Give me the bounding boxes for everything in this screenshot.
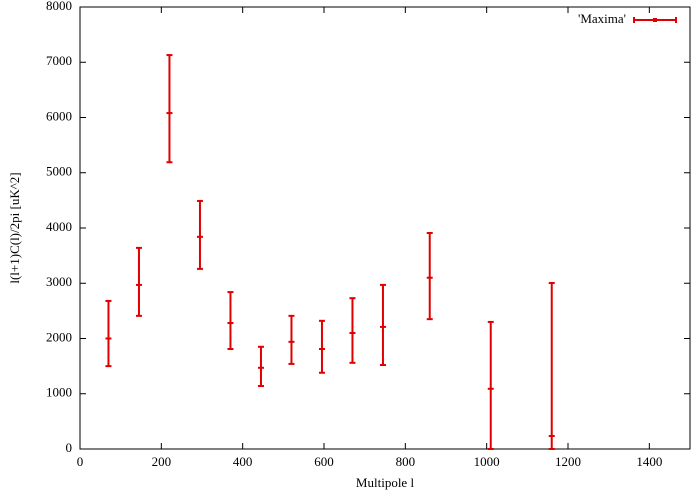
y-tick-label: 4000 — [46, 219, 72, 234]
y-tick-label: 8000 — [46, 0, 72, 13]
y-tick-label: 1000 — [46, 385, 72, 400]
plot-frame — [79, 6, 691, 450]
x-tick-label: 1400 — [636, 454, 662, 469]
x-tick-label: 400 — [233, 454, 253, 469]
x-tick-label: 600 — [314, 454, 334, 469]
x-tick-label: 800 — [396, 454, 416, 469]
legend-label: 'Maxima' — [578, 11, 626, 26]
y-tick-label: 0 — [66, 440, 73, 455]
y-tick-label: 5000 — [46, 164, 72, 179]
x-tick-label: 1000 — [474, 454, 500, 469]
x-tick-label: 200 — [152, 454, 172, 469]
y-axis-label: l(l+1)C(l)/2pi [uK^2] — [7, 172, 22, 283]
y-tick-label: 2000 — [46, 329, 72, 344]
y-tick-label: 7000 — [46, 53, 72, 68]
x-axis-label: Multipole l — [356, 475, 415, 490]
x-tick-label: 0 — [77, 454, 84, 469]
x-tick-label: 1200 — [555, 454, 581, 469]
y-tick-label: 6000 — [46, 108, 72, 123]
y-tick-label: 3000 — [46, 274, 72, 289]
